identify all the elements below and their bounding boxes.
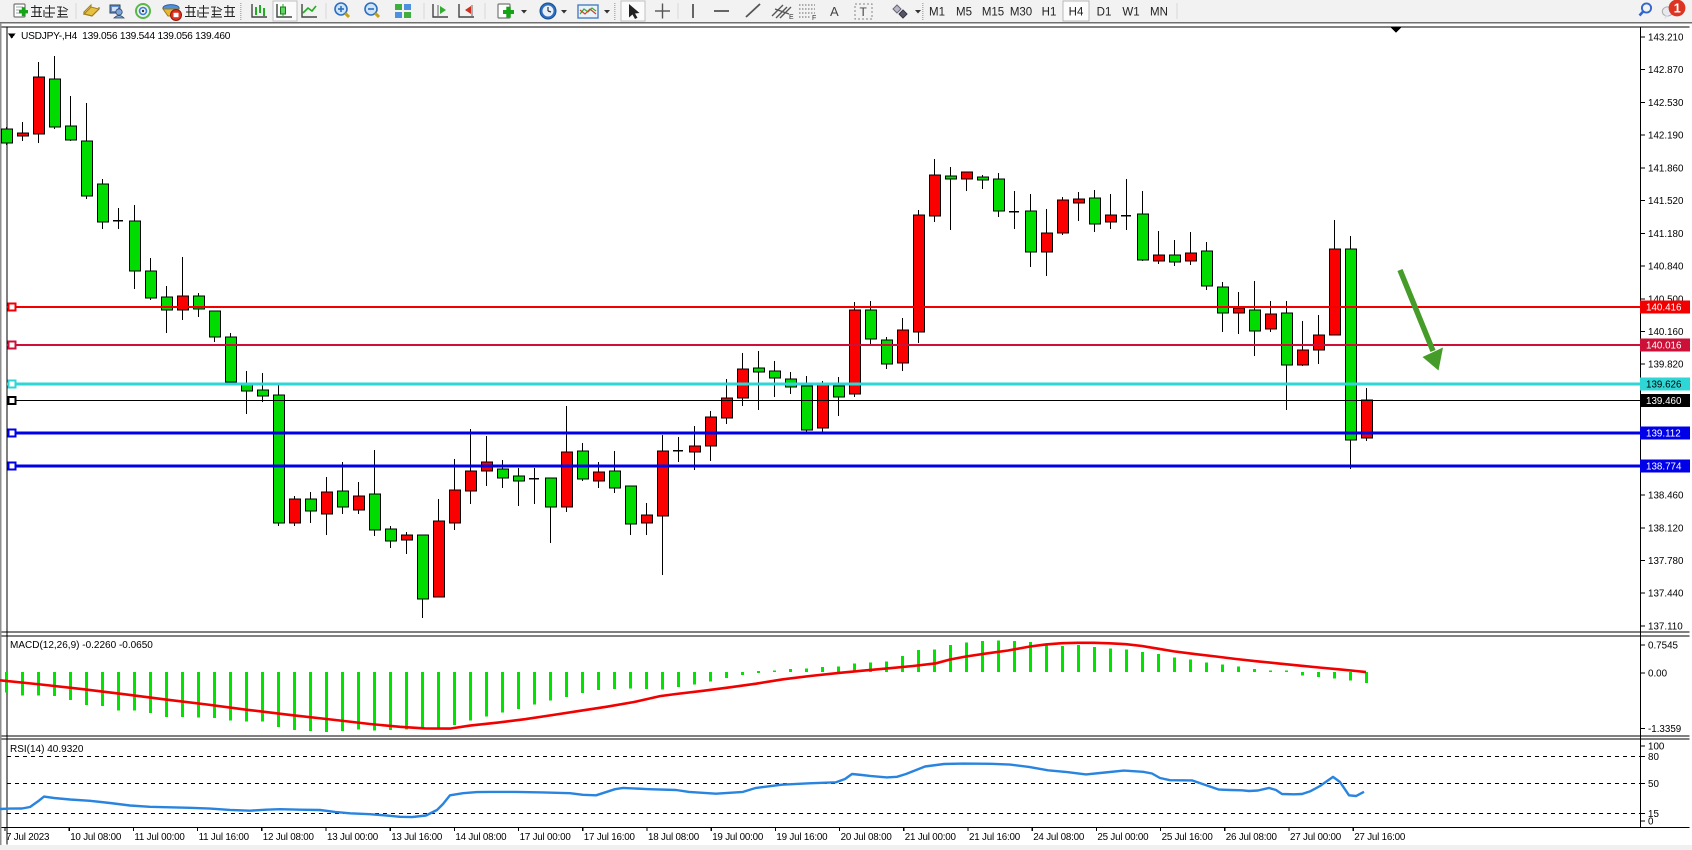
svg-text:138.120: 138.120	[1648, 523, 1684, 534]
svg-text:T: T	[860, 5, 868, 19]
svg-text:139.626: 139.626	[1646, 380, 1682, 391]
svg-text:142.870: 142.870	[1648, 65, 1684, 76]
svg-text:1: 1	[1674, 1, 1681, 16]
svg-text:100: 100	[1648, 742, 1665, 753]
svg-text:21 Jul 16:00: 21 Jul 16:00	[969, 832, 1021, 843]
svg-text:139.112: 139.112	[1646, 429, 1681, 440]
svg-text:H4: H4	[1069, 7, 1084, 19]
svg-text:21 Jul 00:00: 21 Jul 00:00	[905, 832, 957, 843]
svg-text:13 Jul 00:00: 13 Jul 00:00	[327, 832, 379, 843]
svg-text:11 Jul 00:00: 11 Jul 00:00	[134, 832, 185, 843]
svg-text:17 Jul 16:00: 17 Jul 16:00	[584, 832, 636, 843]
svg-text:MN: MN	[1150, 7, 1168, 19]
svg-text:141.520: 141.520	[1648, 196, 1684, 207]
svg-text:0: 0	[1648, 817, 1654, 828]
svg-text:138.774: 138.774	[1646, 462, 1682, 473]
svg-text:13 Jul 16:00: 13 Jul 16:00	[391, 832, 443, 843]
svg-text:0.7545: 0.7545	[1648, 641, 1679, 652]
svg-text:137.780: 137.780	[1648, 556, 1684, 567]
svg-text:25 Jul 16:00: 25 Jul 16:00	[1162, 832, 1214, 843]
svg-text:140.500: 140.500	[1648, 294, 1684, 305]
svg-text:24 Jul 08:00: 24 Jul 08:00	[1033, 832, 1085, 843]
svg-text:M15: M15	[982, 7, 1004, 19]
svg-text:17 Jul 00:00: 17 Jul 00:00	[520, 832, 572, 843]
svg-text:A: A	[830, 4, 839, 19]
svg-text:139.460: 139.460	[1646, 396, 1682, 407]
svg-text:USDJPY-,H4 139.056 139.544 13: USDJPY-,H4 139.056 139.544 139.056 139.4…	[21, 31, 231, 42]
svg-text:141.860: 141.860	[1648, 163, 1684, 174]
svg-text:139.820: 139.820	[1648, 360, 1684, 371]
svg-text:141.180: 141.180	[1648, 229, 1684, 240]
svg-text:H1: H1	[1042, 7, 1057, 19]
svg-text:140.416: 140.416	[1646, 303, 1682, 314]
svg-text:15: 15	[1648, 809, 1659, 820]
svg-text:18 Jul 08:00: 18 Jul 08:00	[648, 832, 700, 843]
svg-text:19 Jul 00:00: 19 Jul 00:00	[712, 832, 764, 843]
svg-text:14 Jul 08:00: 14 Jul 08:00	[455, 832, 507, 843]
svg-text:MACD(12,26,9) -0.2260 -0.0650: MACD(12,26,9) -0.2260 -0.0650	[10, 640, 153, 651]
svg-text:F: F	[812, 15, 816, 22]
svg-text:-1.3359: -1.3359	[1648, 724, 1681, 735]
svg-text:27 Jul 16:00: 27 Jul 16:00	[1354, 832, 1406, 843]
svg-text:D1: D1	[1097, 7, 1112, 19]
svg-text:12 Jul 08:00: 12 Jul 08:00	[263, 832, 315, 843]
svg-text:138.460: 138.460	[1648, 491, 1684, 502]
svg-text:7 Jul 2023: 7 Jul 2023	[6, 832, 50, 843]
svg-text:0.00: 0.00	[1648, 669, 1668, 680]
svg-text:10 Jul 08:00: 10 Jul 08:00	[70, 832, 122, 843]
svg-text:50: 50	[1648, 779, 1659, 790]
svg-text:143.210: 143.210	[1648, 33, 1684, 44]
svg-text:142.190: 142.190	[1648, 131, 1684, 142]
svg-text:E: E	[789, 14, 794, 21]
svg-text:80: 80	[1648, 752, 1659, 763]
svg-text:140.840: 140.840	[1648, 262, 1684, 273]
svg-text:27 Jul 00:00: 27 Jul 00:00	[1290, 832, 1342, 843]
svg-text:25 Jul 00:00: 25 Jul 00:00	[1097, 832, 1149, 843]
svg-text:W1: W1	[1122, 7, 1139, 19]
svg-text:M5: M5	[956, 7, 972, 19]
svg-text:20 Jul 08:00: 20 Jul 08:00	[841, 832, 893, 843]
svg-text:140.160: 140.160	[1648, 327, 1684, 338]
svg-text:142.530: 142.530	[1648, 98, 1684, 109]
svg-text:RSI(14) 40.9320: RSI(14) 40.9320	[10, 744, 84, 755]
svg-text:M30: M30	[1010, 7, 1032, 19]
svg-text:19 Jul 16:00: 19 Jul 16:00	[776, 832, 828, 843]
svg-text:137.110: 137.110	[1648, 622, 1683, 633]
svg-text:11 Jul 16:00: 11 Jul 16:00	[199, 832, 250, 843]
svg-text:26 Jul 08:00: 26 Jul 08:00	[1226, 832, 1278, 843]
svg-text:140.016: 140.016	[1646, 341, 1682, 352]
svg-text:137.440: 137.440	[1648, 589, 1684, 600]
svg-text:M1: M1	[929, 7, 945, 19]
